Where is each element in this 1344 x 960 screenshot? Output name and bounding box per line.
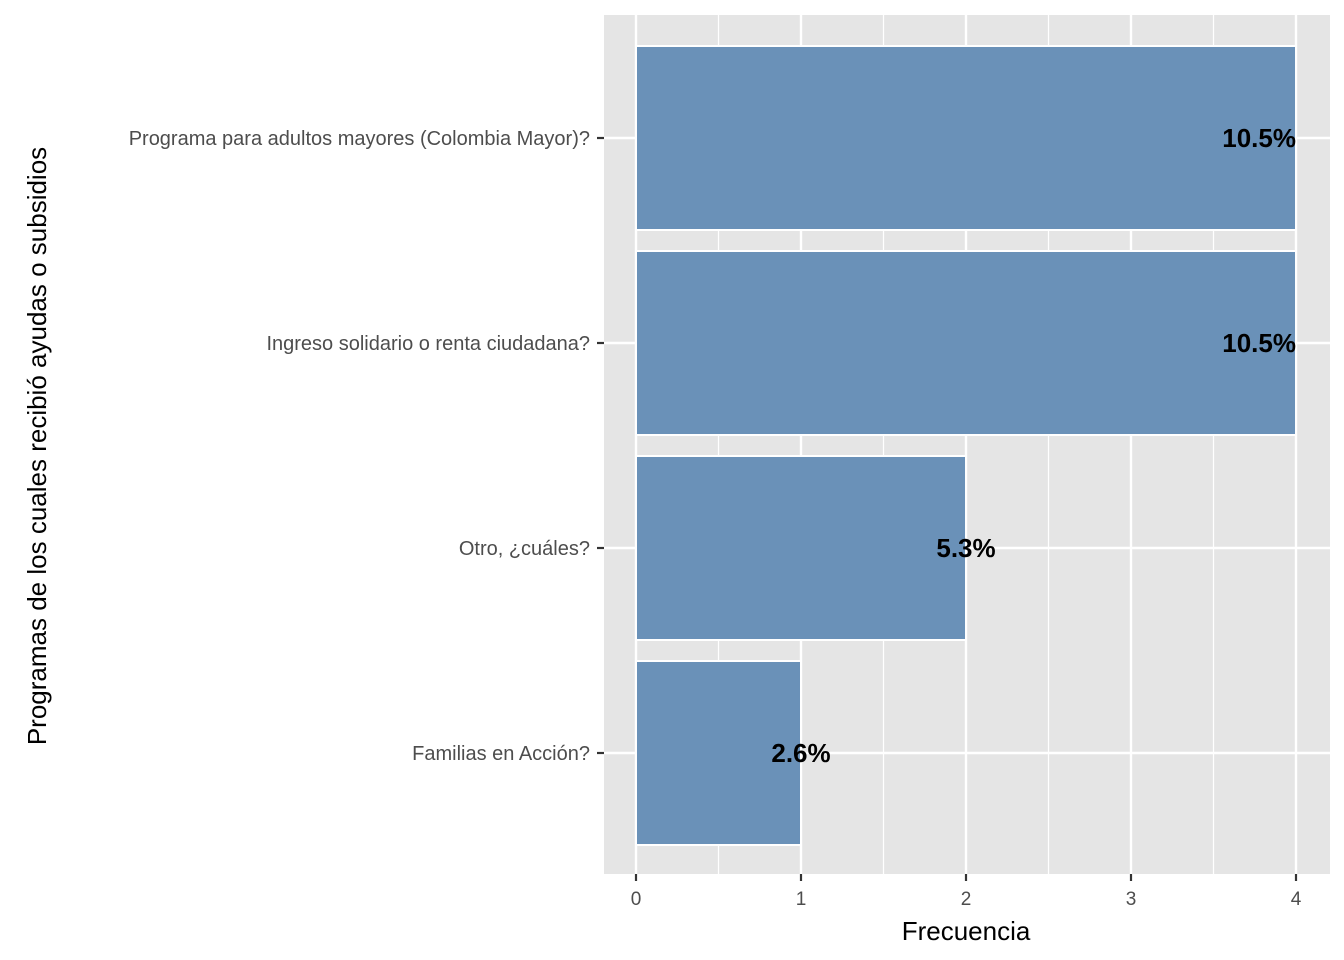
category-label: Ingreso solidario o renta ciudadana? xyxy=(266,333,590,355)
x-tick-label: 4 xyxy=(1291,889,1302,910)
bars-group xyxy=(635,45,1297,846)
x-tick-label: 0 xyxy=(631,889,642,910)
bar xyxy=(635,455,967,641)
y-axis-title: Programas de los cuales recibió ayudas o… xyxy=(22,147,52,745)
x-axis-title: Frecuencia xyxy=(902,916,1031,946)
data-label: 2.6% xyxy=(771,738,830,768)
bar xyxy=(635,660,802,846)
x-tick-label: 1 xyxy=(796,889,807,910)
data-label: 5.3% xyxy=(936,533,995,563)
data-labels-group: 10.5% 10.5% 5.3% 2.6% xyxy=(771,123,1296,768)
x-axis: 0 1 2 3 4 xyxy=(631,874,1302,910)
x-tick-label: 3 xyxy=(1126,889,1137,910)
category-label: Familias en Acción? xyxy=(412,743,590,765)
y-axis: Programa para adultos mayores (Colombia … xyxy=(129,128,604,765)
category-label: Programa para adultos mayores (Colombia … xyxy=(129,128,590,150)
bar xyxy=(635,45,1297,231)
data-label: 10.5% xyxy=(1222,328,1296,358)
bar xyxy=(635,250,1297,436)
category-label: Otro, ¿cuáles? xyxy=(459,538,590,560)
x-tick-label: 2 xyxy=(961,889,972,910)
data-label: 10.5% xyxy=(1222,123,1296,153)
